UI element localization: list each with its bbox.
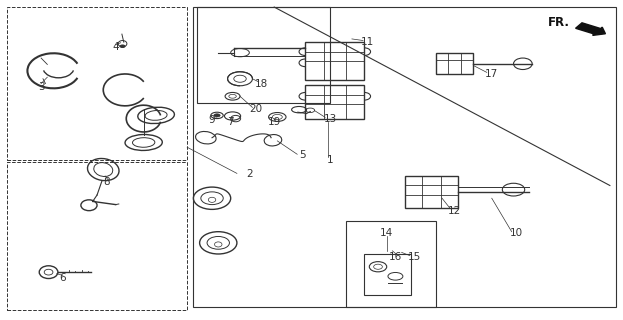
Text: 4: 4: [112, 42, 119, 52]
Text: 15: 15: [407, 252, 421, 262]
FancyArrow shape: [576, 23, 606, 36]
Text: 8: 8: [103, 177, 110, 187]
Text: 16: 16: [389, 252, 402, 262]
Text: 17: 17: [485, 69, 498, 79]
Text: 10: 10: [510, 228, 523, 238]
Text: 19: 19: [267, 117, 281, 127]
Ellipse shape: [120, 45, 125, 48]
Text: FR.: FR.: [548, 17, 569, 29]
Text: 11: 11: [361, 37, 374, 47]
Ellipse shape: [214, 114, 220, 117]
Text: 5: 5: [299, 150, 305, 160]
Text: 13: 13: [323, 114, 337, 124]
Text: 18: 18: [255, 78, 269, 89]
Text: 2: 2: [246, 169, 253, 179]
Text: 3: 3: [38, 82, 44, 92]
Text: 14: 14: [379, 228, 392, 238]
Text: 1: 1: [327, 155, 333, 165]
Text: 7: 7: [227, 117, 234, 127]
Text: 6: 6: [60, 273, 66, 283]
Text: 12: 12: [448, 206, 461, 216]
Text: 20: 20: [249, 104, 262, 114]
Text: 9: 9: [209, 115, 216, 125]
